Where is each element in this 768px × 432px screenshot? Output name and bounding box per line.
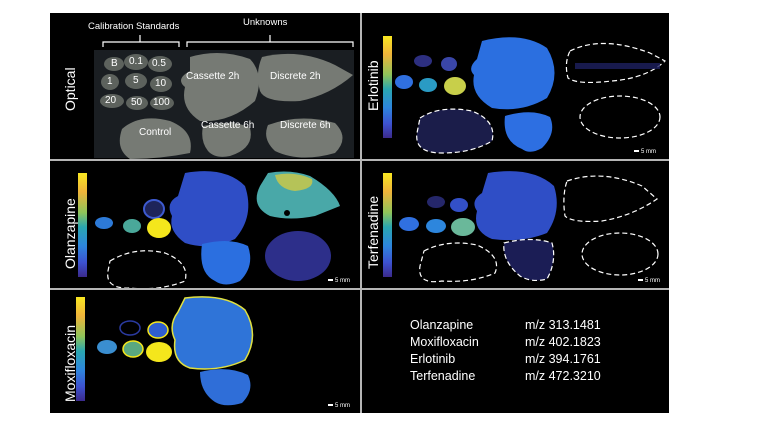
- header-calibration-standards: Calibration Standards: [88, 21, 180, 32]
- panel-moxifloxacin: Moxifloxacin 5 mm: [50, 290, 360, 413]
- legend-row-terfenadine: Terfenadine: [410, 369, 476, 383]
- divider-vertical: [360, 13, 362, 413]
- colorbar-terfenadine: [383, 173, 392, 277]
- scale-bar-olanzapine: 5 mm: [328, 278, 350, 284]
- legend-mz-erlotinib: m/z 394.1761: [525, 352, 601, 366]
- divider-horizontal-1: [50, 159, 669, 161]
- legend-mz-terfenadine: m/z 472.3210: [525, 369, 601, 383]
- panel-olanzapine: Olanzapine 5 mm: [50, 161, 360, 288]
- legend-row-moxifloxacin: Moxifloxacin: [410, 335, 479, 349]
- ion-image-erlotinib: [395, 37, 667, 154]
- scale-bar-moxifloxacin: 5 mm: [328, 403, 350, 409]
- sample-label-discrete-6h: Discrete 6h: [280, 120, 331, 131]
- ion-image-moxifloxacin: [97, 296, 254, 406]
- sample-label-control: Control: [139, 127, 172, 138]
- legend-row-olanzapine: Olanzapine: [410, 318, 474, 332]
- standard-label-50: 50: [131, 97, 143, 108]
- panel-mz-legend: Olanzapine m/z 313.1481 Moxifloxacin m/z…: [362, 290, 669, 413]
- ion-image-terfenadine: [399, 171, 659, 283]
- colorbar-erlotinib: [383, 36, 392, 138]
- divider-horizontal-2: [50, 288, 669, 290]
- panel-erlotinib: Erlotinib 5 mm: [362, 13, 669, 159]
- standard-label-B: B: [111, 58, 118, 69]
- colorbar-olanzapine: [78, 173, 87, 277]
- sample-label-discrete-2h: Discrete 2h: [270, 71, 321, 82]
- standard-label-100: 100: [153, 97, 170, 108]
- sample-label-cassette-2h: Cassette 2h: [186, 71, 240, 82]
- standard-label-0.1: 0.1: [129, 56, 143, 67]
- standard-label-10: 10: [155, 78, 167, 89]
- scale-bar-erlotinib: 5 mm: [634, 149, 656, 155]
- legend-row-erlotinib: Erlotinib: [410, 352, 456, 366]
- standard-label-0.5: 0.5: [152, 58, 166, 69]
- sample-label-cassette-6h: Cassette 6h: [201, 120, 255, 131]
- msi-figure: Optical Calibration Standards Unknowns: [50, 13, 669, 413]
- standard-label-5: 5: [133, 75, 139, 86]
- standard-label-1: 1: [107, 76, 113, 87]
- legend-mz-olanzapine: m/z 313.1481: [525, 318, 601, 332]
- panel-terfenadine: Terfenadine 5 mm: [362, 161, 669, 288]
- colorbar-moxifloxacin: [76, 297, 85, 401]
- legend-mz-moxifloxacin: m/z 402.1823: [525, 335, 601, 349]
- scale-bar-terfenadine: 5 mm: [638, 278, 660, 284]
- standard-label-20: 20: [105, 95, 117, 106]
- optical-image: [94, 35, 354, 159]
- ion-image-olanzapine: [95, 171, 340, 288]
- header-unknowns: Unknowns: [243, 17, 288, 28]
- panel-optical: Optical Calibration Standards Unknowns: [50, 13, 360, 159]
